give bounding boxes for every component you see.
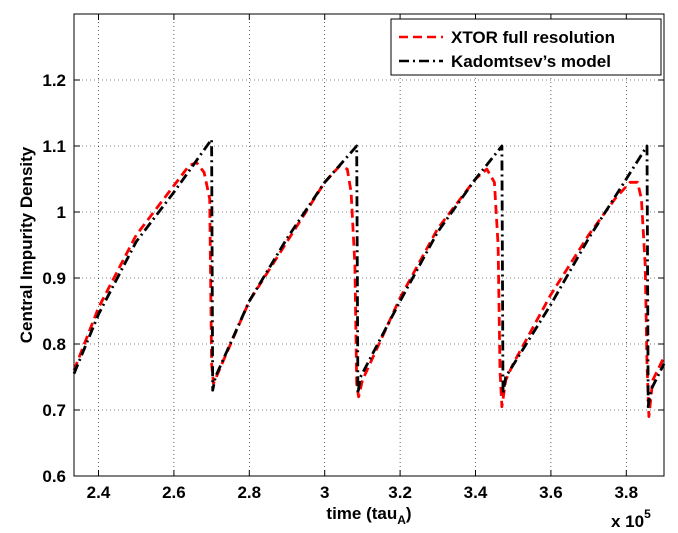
grid	[74, 14, 664, 477]
x-axis-label-main: time (tau	[326, 504, 397, 523]
x-tick-label: 3.8	[614, 483, 638, 502]
x-tick-label: 3.4	[464, 483, 488, 502]
y-tick-label: 1.2	[42, 71, 66, 90]
series-line-kadomtsev	[72, 137, 666, 409]
x-axis-label: time (tauA)	[326, 504, 411, 527]
y-tick-label: 0.8	[42, 335, 66, 354]
x-axis-multiplier-base: x 10	[611, 512, 644, 531]
legend-label-kadomtsev: Kadomtsev’s model	[451, 52, 611, 71]
x-tick-label: 3.2	[388, 483, 412, 502]
legend: XTOR full resolution Kadomtsev’s model	[390, 18, 662, 76]
tick-labels: 2.4 2.6 2.8 3 3.2 3.4 3.6 3.8 0.6 0.7 0.8 0.9 1 1.1 1.…	[42, 71, 638, 502]
y-tick-label: 1	[57, 203, 66, 222]
x-axis-label-close: )	[406, 504, 412, 523]
y-axis-label: Central Impurity Density	[17, 146, 36, 343]
x-axis-multiplier-exponent: 5	[644, 507, 651, 521]
x-tick-label: 2.6	[162, 483, 186, 502]
y-tick-label: 0.7	[42, 401, 66, 420]
x-tick-label: 2.8	[237, 483, 261, 502]
x-tick-label: 2.4	[87, 483, 111, 502]
x-tick-label: 3	[320, 483, 329, 502]
x-axis-label-subscript: A	[397, 513, 406, 527]
ticks	[74, 14, 664, 477]
legend-label-xtor: XTOR full resolution	[451, 28, 615, 47]
y-tick-label: 1.1	[42, 137, 66, 156]
series-line-xtor	[72, 161, 666, 419]
y-tick-label: 0.6	[42, 467, 66, 486]
legend-box	[390, 18, 662, 76]
plot-lines	[72, 137, 666, 419]
axes-box	[73, 13, 665, 477]
x-axis-multiplier: x 105	[611, 507, 651, 531]
x-tick-label: 3.6	[539, 483, 563, 502]
y-tick-label: 0.9	[42, 269, 66, 288]
